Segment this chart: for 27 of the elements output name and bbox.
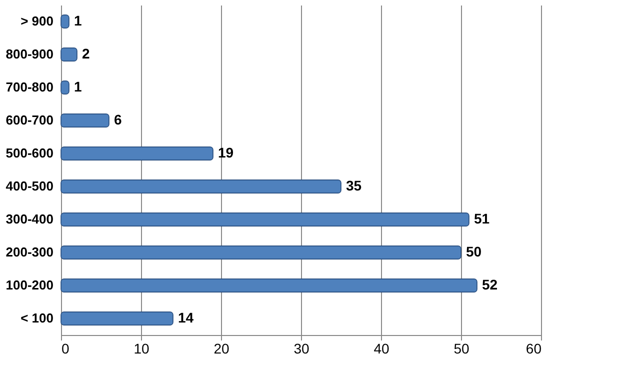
- y-tick-label: 800-900: [6, 46, 54, 62]
- y-tick-label: 600-700: [6, 112, 54, 128]
- data-label: 19: [218, 144, 234, 160]
- x-tick-label: 10: [134, 340, 150, 356]
- y-tick-label: 300-400: [6, 212, 54, 226]
- data-label: 35: [346, 178, 362, 194]
- data-label: 14: [178, 310, 194, 326]
- data-label: 2: [82, 46, 90, 62]
- data-label: 1: [74, 78, 82, 94]
- y-tick-label: 500-600: [6, 146, 54, 160]
- y-tick-label: > 900: [20, 14, 54, 28]
- y-tick-label: 200-300: [6, 244, 54, 260]
- x-tick-label: 0: [62, 340, 70, 356]
- x-tick-label: 50: [454, 340, 470, 356]
- x-tick-label: 40: [374, 340, 390, 356]
- x-tick-label: 20: [214, 340, 230, 356]
- data-label: 51: [474, 210, 490, 226]
- data-label: 50: [466, 244, 482, 260]
- data-label: 6: [114, 112, 122, 128]
- y-tick-label: 100-200: [6, 278, 54, 292]
- x-tick-label: 60: [526, 340, 542, 356]
- y-tick-label: 400-500: [6, 178, 54, 194]
- data-label: 52: [482, 276, 498, 292]
- data-label: 1: [74, 12, 82, 28]
- x-tick-label: 30: [294, 340, 310, 356]
- y-tick-label: < 100: [20, 310, 54, 326]
- y-tick-label: 700-800: [6, 80, 54, 94]
